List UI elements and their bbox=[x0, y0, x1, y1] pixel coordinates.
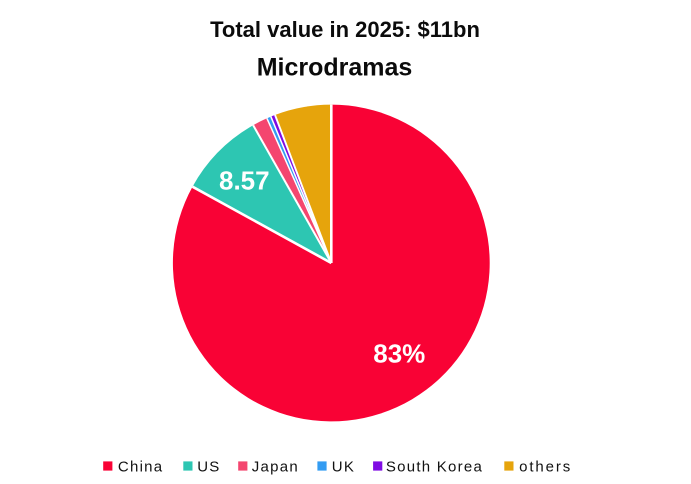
svg-text:Total value in 2025: $11bn: Total value in 2025: $11bn bbox=[210, 17, 480, 42]
svg-text:US: US bbox=[197, 459, 220, 476]
svg-text:83%: 83% bbox=[373, 339, 425, 369]
svg-text:Microdramas: Microdramas bbox=[257, 54, 413, 82]
svg-text:South Korea: South Korea bbox=[386, 459, 483, 476]
svg-text:UK: UK bbox=[332, 459, 355, 476]
svg-text:8.57: 8.57 bbox=[219, 166, 270, 196]
svg-text:Japan: Japan bbox=[252, 459, 299, 476]
svg-text:others: others bbox=[519, 459, 572, 476]
svg-text:China: China bbox=[118, 459, 163, 476]
